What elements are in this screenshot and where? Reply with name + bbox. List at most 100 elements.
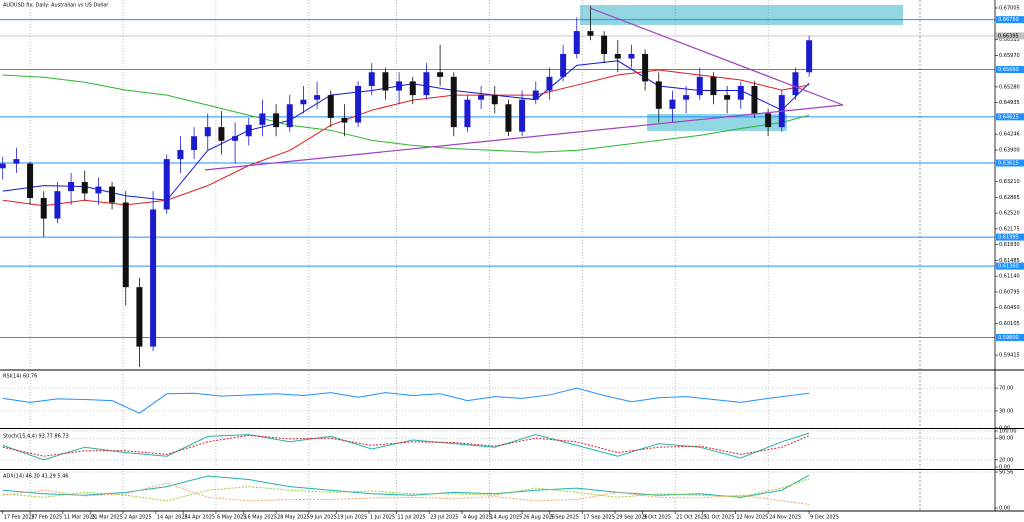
candle-body [245, 124, 252, 137]
bid-label: 0.66395 [998, 33, 1019, 39]
y-tick-label: 0.63900 [999, 147, 1020, 153]
pane-title: ADX(14) 46.30 41.29 5.46 [3, 474, 69, 480]
x-tick-label: 12 Nov 2025 [736, 515, 768, 521]
candle-body [669, 99, 676, 109]
x-tick-label: 1 Jul 2025 [370, 515, 395, 521]
candle-body [409, 81, 416, 96]
x-tick-label: 9 Jun 2025 [310, 515, 337, 521]
pane-title: RSI(14) 60.76 [3, 374, 37, 380]
pane-title: Stoch(15,4,4) 93.77 86.73 [3, 434, 69, 440]
candle-body [478, 95, 485, 100]
level-label-box [996, 233, 1024, 241]
x-tick-label: 31 Oct 2025 [704, 515, 735, 521]
x-tick-label: 24 Nov 2025 [769, 515, 801, 521]
level-label-box [996, 16, 1024, 24]
indicator-line [2, 482, 810, 505]
y-tick-label: 20.00 [999, 457, 1013, 463]
level-label: 0.61360 [998, 264, 1019, 270]
candle-body [368, 72, 375, 86]
candle-body [464, 99, 471, 128]
trendline [204, 104, 844, 171]
level-label: 0.61995 [998, 235, 1019, 241]
candle-body [587, 31, 594, 36]
x-tick-label: 21 Mar 2025 [91, 515, 123, 521]
candle-body [204, 127, 211, 137]
indicator-line [2, 387, 810, 414]
candle-body [40, 197, 47, 219]
candle-body [519, 99, 526, 132]
candle-body [136, 287, 143, 347]
y-tick-label: 0.63210 [999, 179, 1020, 185]
candle-body [150, 209, 157, 347]
y-tick-label: 0.61830 [999, 242, 1020, 248]
y-tick-label: 0.61485 [999, 258, 1020, 264]
y-tick-label: 0.00 [999, 465, 1010, 471]
level-label-box [996, 333, 1024, 341]
indicator-line [2, 74, 810, 153]
level-label-box [996, 113, 1024, 121]
candle-body [259, 113, 266, 125]
y-tick-label: 0.59415 [999, 353, 1020, 359]
candle-body [505, 104, 512, 132]
y-tick-label: 0.00 [999, 506, 1010, 512]
y-tick-label: 0.65970 [999, 53, 1020, 59]
candle-body [232, 136, 239, 141]
candle-body [218, 127, 225, 141]
candle-body [191, 136, 198, 150]
candle-body [95, 186, 102, 194]
x-tick-label: 28 May 2025 [277, 515, 310, 521]
candle-body [68, 181, 75, 192]
candle-body [423, 72, 430, 96]
candle-body [532, 90, 539, 100]
y-tick-label: 80.00 [999, 436, 1013, 442]
y-tick-label: 0.62175 [999, 226, 1020, 232]
x-tick-label: 11 Jul 2025 [397, 515, 425, 521]
candle-body [396, 81, 403, 91]
candle-body [314, 95, 321, 100]
candle-body [655, 81, 662, 109]
candle-body [450, 76, 457, 128]
candle-body [491, 95, 498, 105]
candle-body [177, 149, 184, 160]
level-label: 0.64625 [998, 114, 1019, 120]
candle-body [765, 113, 772, 128]
candle-body [683, 95, 690, 100]
candle-body [710, 76, 717, 96]
pane-title: AUDUSD.fix, Daily: Australian vs US Doll… [3, 3, 109, 9]
candle-body [327, 95, 334, 118]
candle-body [437, 72, 444, 77]
level-label-box [996, 159, 1024, 167]
candle-body [614, 53, 621, 59]
x-tick-label: 24 Apr 2025 [184, 515, 215, 521]
y-tick-label: 0.64246 [999, 132, 1020, 138]
y-tick-label: 0.67005 [999, 6, 1020, 12]
x-tick-label: 14 Aug 2025 [490, 515, 522, 521]
candle-body [27, 163, 34, 198]
y-tick-label: 0.62520 [999, 211, 1020, 217]
candle-body [546, 76, 553, 91]
x-tick-label: 29 Sep 2025 [616, 515, 648, 521]
x-tick-label: 16 May 2025 [244, 515, 277, 521]
candle-body [286, 104, 293, 128]
y-tick-label: 0.60105 [999, 321, 1020, 327]
candle-body [81, 181, 88, 194]
y-tick-label: 0.61140 [999, 274, 1020, 280]
y-tick-label: 50.56 [999, 470, 1013, 476]
level-label: 0.66750 [998, 17, 1019, 23]
x-tick-label: 2 Apr 2025 [124, 515, 152, 521]
y-tick-label: 0.64935 [999, 100, 1020, 106]
candle-body [806, 40, 813, 73]
level-label: 0.59800 [998, 335, 1019, 341]
candle-body [573, 31, 580, 54]
x-tick-label: 19 Jun 2025 [337, 515, 367, 521]
x-tick-label: 4 Aug 2025 [463, 515, 492, 521]
x-tick-label: 17 Feb 2025 [4, 515, 35, 521]
indicator-line [2, 478, 810, 502]
level-label-box [996, 66, 1024, 74]
trendline [589, 7, 844, 106]
candle-body [724, 95, 731, 100]
x-tick-label: 17 Sep 2025 [583, 515, 615, 521]
